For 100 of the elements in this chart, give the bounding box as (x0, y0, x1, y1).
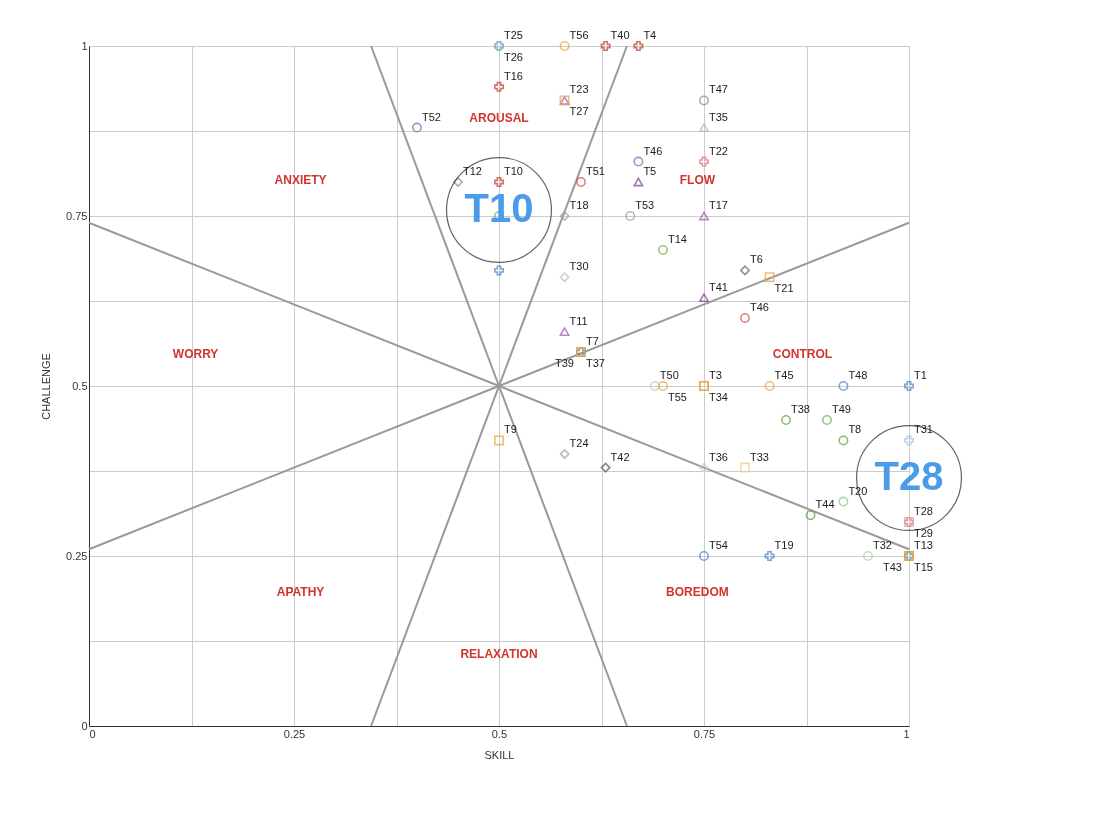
series-label: T12 (463, 165, 482, 177)
point (412, 122, 422, 133)
point (699, 95, 709, 106)
series-label: T10 (504, 165, 523, 177)
point (740, 313, 750, 323)
series-label: T19 (774, 539, 794, 551)
series-label: T43 (883, 561, 902, 573)
series-label: T39 (555, 357, 574, 369)
y-tick-label: 0.5 (72, 379, 88, 392)
series-label: T33 (750, 450, 769, 463)
annotation: WORRY (172, 347, 219, 361)
series-label: T36 (709, 450, 728, 463)
point (494, 177, 504, 187)
series-label: T28 (914, 505, 933, 517)
series-label: T30 (569, 260, 589, 273)
series-label: T37 (586, 357, 605, 369)
annotation: APATHY (276, 585, 325, 600)
point (863, 551, 873, 561)
point (904, 381, 914, 391)
x-tick-label: 0.25 (283, 727, 306, 740)
series-label: T34 (709, 391, 728, 403)
point (740, 462, 750, 473)
series-label: T11 (569, 314, 588, 327)
point (576, 177, 586, 187)
series-label: T32 (873, 539, 892, 551)
series-label: T18 (569, 199, 589, 211)
annotation: AROUSAL (469, 111, 529, 126)
series-label: T24 (569, 437, 589, 449)
point (764, 551, 775, 561)
point (559, 327, 570, 337)
y-tick-label: 1 (81, 39, 88, 52)
point (559, 41, 570, 51)
series-label: T53 (635, 199, 655, 211)
annotation: ANXIETY (274, 172, 327, 187)
series-label: T45 (774, 369, 794, 381)
point (805, 510, 816, 521)
point (559, 211, 570, 221)
point (625, 211, 636, 221)
point (740, 265, 750, 276)
annotation: RELAXATION (460, 646, 538, 661)
point (838, 496, 849, 507)
point (904, 435, 914, 446)
point (453, 177, 463, 187)
series-label: T27 (569, 105, 589, 118)
point (600, 41, 611, 51)
series-label: T21 (774, 282, 794, 295)
point (633, 41, 644, 51)
series-label: T54 (709, 539, 728, 551)
series-label: T51 (586, 165, 605, 177)
point (838, 435, 849, 446)
annotation: CONTROL (772, 347, 833, 361)
point (559, 449, 570, 459)
point (658, 381, 668, 391)
series-label: T44 (815, 498, 835, 511)
series-label: T22 (709, 144, 728, 157)
series-label: T55 (668, 391, 687, 403)
point (699, 293, 709, 303)
series-label: T17 (709, 199, 728, 211)
series-label: T46 (643, 144, 663, 157)
series-label: T14 (668, 233, 687, 245)
point (838, 381, 849, 391)
x-tick-label: 0.5 (491, 727, 508, 740)
x-axis-title: SKILL (484, 748, 515, 761)
annotation: BOREDOM (666, 585, 729, 600)
series-label: T40 (610, 29, 630, 41)
series-label: T7 (586, 335, 599, 347)
series-label: T23 (569, 83, 589, 96)
series-label: T13 (914, 539, 933, 551)
series-label: T35 (709, 110, 728, 123)
x-tick-label: 0 (89, 727, 96, 740)
series-label: T25 (504, 29, 523, 41)
series-label: T1 (914, 369, 927, 381)
series-label: T26 (504, 51, 523, 63)
series-label: T52 (422, 110, 441, 123)
annotation: FLOW (679, 172, 716, 187)
series-label: T15 (914, 561, 933, 573)
series-label: T6 (750, 253, 763, 266)
point (699, 462, 709, 473)
point (699, 211, 709, 221)
point (649, 381, 660, 391)
series-label: T38 (791, 403, 810, 415)
point (494, 265, 504, 276)
annotation: T28 (874, 454, 944, 498)
y-tick-label: 0 (81, 719, 88, 732)
series-label: T4 (643, 29, 657, 41)
series-label: T31 (914, 423, 933, 436)
series-label: T20 (848, 484, 868, 497)
point (764, 381, 775, 391)
point (764, 272, 775, 283)
point (494, 435, 504, 446)
point (559, 272, 570, 283)
point (699, 123, 709, 133)
series-label: T48 (848, 369, 868, 381)
series-label: T46 (750, 301, 769, 313)
series-label: T9 (504, 423, 517, 436)
series-label: T16 (504, 69, 523, 82)
series-label: T42 (610, 450, 630, 463)
point (658, 245, 668, 255)
point (633, 177, 644, 187)
point (781, 415, 791, 425)
